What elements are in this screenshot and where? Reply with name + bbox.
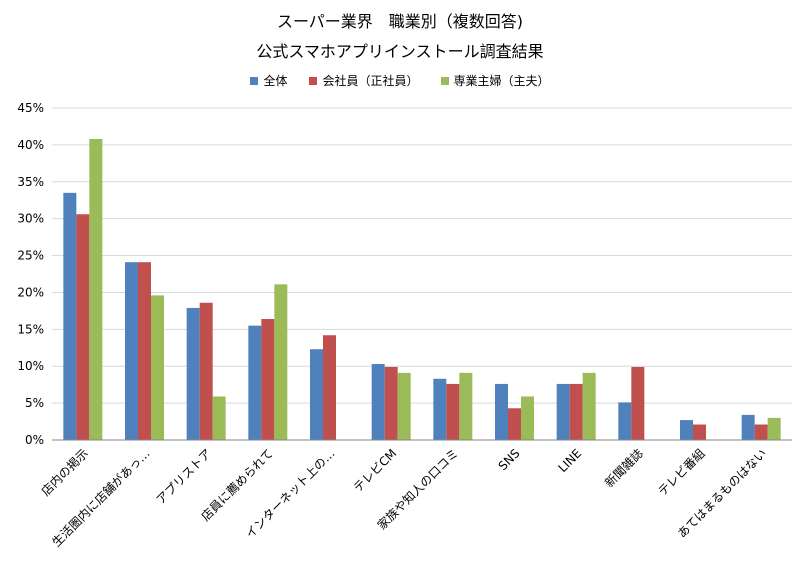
bar [397, 372, 411, 440]
bar [89, 138, 103, 440]
y-tick-label: 10% [17, 359, 44, 373]
x-tick-label: テレビ番組 [655, 446, 707, 498]
bar [508, 408, 521, 440]
bar [138, 262, 151, 440]
y-tick-label: 40% [17, 138, 44, 152]
x-tick-label: 店内の掲示 [38, 446, 91, 499]
bar [693, 424, 706, 440]
x-tick-label: アプリストア [153, 446, 214, 507]
legend-item-homemaker: 専業主婦（主夫） [440, 72, 550, 89]
y-tick-label: 45% [17, 101, 44, 115]
y-tick-label: 0% [25, 433, 44, 447]
chart-title-line-1: スーパー業界 職業別（複数回答) [276, 12, 524, 31]
bar [446, 383, 460, 440]
bar [631, 366, 645, 440]
y-tick-label: 25% [17, 249, 44, 263]
y-tick-label: 35% [17, 175, 44, 189]
bar [495, 383, 508, 440]
y-tick-label: 20% [17, 285, 44, 299]
legend-swatch-all [250, 76, 259, 85]
bar [433, 378, 447, 440]
bar [618, 402, 632, 440]
bar [323, 335, 336, 440]
bar [371, 364, 385, 440]
legend-label-employee: 会社員（正社員） [322, 74, 419, 88]
bar [199, 302, 213, 440]
x-tick-label: LINE [555, 446, 584, 475]
y-tick-label: 15% [17, 322, 44, 336]
legend-label-homemaker: 専業主婦（主夫） [453, 74, 550, 88]
x-tick-label: SNS [496, 446, 523, 473]
bar [63, 192, 77, 440]
bar [274, 284, 288, 440]
bar [212, 396, 226, 440]
chart-title-line-2: 公式スマホアプリインストール調査結果 [256, 42, 544, 61]
y-tick-label: 5% [25, 396, 44, 410]
bar [76, 214, 90, 440]
bar [384, 366, 398, 440]
bar [125, 262, 138, 440]
bar [459, 372, 473, 440]
bar [261, 319, 275, 440]
bar [569, 383, 583, 440]
bar [741, 414, 755, 440]
bar [248, 325, 262, 440]
x-tick-label: 新聞雑誌 [601, 446, 646, 491]
x-tick-label: テレビCM [351, 446, 400, 495]
legend-label-all: 全体 [263, 74, 288, 88]
legend-swatch-employee [309, 76, 318, 85]
y-tick-label: 30% [17, 212, 44, 226]
bar [186, 307, 200, 440]
x-tick-label: 生活圏内に店舗があっ… [49, 446, 153, 550]
bar [754, 424, 768, 440]
bar [556, 383, 570, 440]
bar [310, 349, 323, 440]
bar [521, 396, 534, 440]
bar [582, 372, 596, 440]
legend-item-all: 全体 [250, 72, 287, 89]
legend-item-employee: 会社員（正社員） [309, 72, 419, 89]
bar [151, 295, 164, 440]
bar [680, 420, 693, 440]
legend-swatch-homemaker [440, 76, 449, 85]
chart-legend: 全体 会社員（正社員） 専業主婦（主夫） [0, 72, 800, 89]
bar [767, 417, 781, 440]
